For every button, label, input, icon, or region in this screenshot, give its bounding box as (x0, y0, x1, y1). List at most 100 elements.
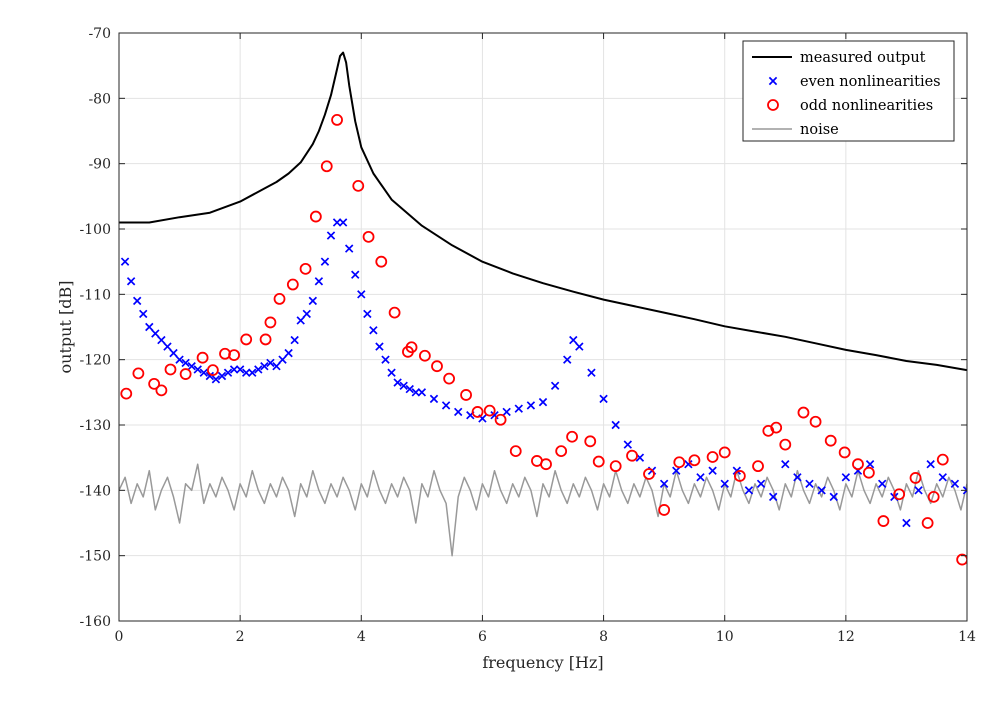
y-tick-label: -70 (88, 26, 111, 42)
even-nonlinearity-marker (254, 365, 263, 374)
even-nonlinearity-marker (229, 365, 239, 374)
even-nonlinearity-marker (684, 459, 693, 469)
even-nonlinearity-marker (375, 342, 384, 351)
even-nonlinearity-marker (411, 388, 421, 397)
even-nonlinearity-marker (829, 492, 838, 502)
even-nonlinearity-marker (914, 486, 923, 495)
odd-nonlinearity-marker (584, 435, 597, 448)
odd-nonlinearity-marker (852, 458, 864, 471)
odd-nonlinearity-marker (673, 456, 686, 469)
odd-nonlinearity-marker (286, 278, 299, 291)
odd-nonlinearity-marker (626, 449, 638, 462)
even-nonlinearity-marker (139, 309, 148, 319)
even-nonlinearity-marker (793, 473, 802, 482)
y-tick-label: -160 (80, 614, 111, 630)
odd-nonlinearity-marker (555, 445, 568, 458)
odd-nonlinearity-marker (483, 404, 496, 417)
odd-nonlinearity-marker (921, 517, 934, 529)
legend-even-x (768, 76, 778, 86)
even-nonlinearity-marker (248, 368, 257, 377)
even-nonlinearity-marker (387, 368, 396, 377)
even-nonlinearity-marker (151, 329, 160, 338)
odd-nonlinearity-marker (331, 113, 343, 126)
even-nonlinearity-marker (672, 466, 681, 475)
odd-nonlinearity-marker (688, 454, 701, 467)
odd-nonlinearity-marker (809, 415, 822, 428)
odd-nonlinearity-marker (120, 387, 133, 400)
odd-nonlinearity-marker (718, 446, 731, 459)
x-tick-label: 6 (478, 629, 487, 645)
even-nonlinearity-marker (490, 410, 499, 420)
odd-nonlinearity-marker (206, 364, 219, 377)
even-nonlinearity-marker (284, 348, 293, 358)
even-nonlinearity-marker (877, 479, 887, 489)
even-nonlinearity-marker (781, 459, 790, 469)
legend-label-measured: measured output (800, 50, 926, 66)
legend: measured output even nonlinearities odd … (742, 40, 955, 142)
even-nonlinearity-marker (708, 466, 717, 475)
even-nonlinearity-marker (611, 420, 620, 430)
even-nonlinearity-marker (272, 361, 281, 371)
even-nonlinearity-marker (157, 335, 166, 345)
even-nonlinearity-marker (720, 479, 729, 489)
even-nonlinearity-marker (351, 270, 360, 279)
even-nonlinearity-marker (926, 459, 935, 469)
even-nonlinearity-marker (575, 342, 584, 351)
odd-nonlinearity-marker (405, 341, 418, 354)
even-nonlinearity-marker (332, 218, 342, 227)
odd-nonlinearity-marker (259, 333, 272, 346)
even-nonlinearity-marker (132, 296, 142, 306)
even-nonlinearity-marker (587, 368, 596, 377)
even-nonlinearity-marker (768, 492, 778, 502)
odd-nonlinearity-marker (909, 472, 922, 484)
odd-nonlinearity-marker (658, 504, 671, 516)
even-nonlinearity-marker (526, 401, 536, 410)
odd-nonlinearity-marker (228, 349, 240, 361)
y-tick-label: -140 (80, 483, 111, 499)
even-nonlinearity-marker (962, 486, 967, 495)
even-nonlinearity-marker (902, 518, 911, 528)
odd-nonlinearity-marker (352, 179, 365, 192)
even-nonlinearity-marker (363, 309, 372, 319)
y-tick-label: -110 (80, 287, 111, 303)
legend-swatch-odd (767, 99, 779, 111)
x-tick-label: 10 (716, 629, 734, 645)
odd-nonlinearity-marker (320, 160, 333, 173)
y-tick-label: -150 (80, 549, 111, 565)
even-nonlinearity-marker (163, 342, 172, 351)
odd-nonlinearity-marker (309, 210, 322, 223)
odd-nonlinearity-marker (893, 488, 906, 501)
odd-nonlinearity-marker (196, 351, 209, 364)
odd-nonlinearity-marker (471, 406, 484, 418)
even-nonlinearity-marker (169, 348, 178, 358)
even-nonlinearity-marker (550, 381, 560, 391)
odd-nonlinearity-marker (388, 306, 401, 319)
even-nonlinearity-marker (296, 316, 305, 325)
even-nonlinearity-marker (217, 371, 227, 381)
even-nonlinearity-marker (399, 381, 408, 391)
even-nonlinearity-marker (841, 473, 851, 482)
even-nonlinearity-marker (938, 473, 947, 482)
even-nonlinearity-marker (599, 394, 608, 404)
even-nonlinearity-marker (453, 407, 463, 417)
x-tick-label: 8 (599, 629, 608, 645)
odd-nonlinearity-marker (566, 430, 578, 443)
even-nonlinearity-marker (241, 368, 251, 377)
even-nonlinearity-marker (302, 309, 311, 319)
even-nonlinearity-marker (266, 358, 275, 368)
odd-nonlinearity-marker (460, 389, 472, 401)
even-nonlinearity-marker (514, 404, 523, 413)
even-nonlinearity-marker (260, 361, 269, 371)
x-axis-label: frequency [Hz] (482, 653, 603, 672)
legend-swatch-even (768, 76, 778, 86)
even-nonlinearity-marker (199, 368, 209, 377)
odd-nonlinearity-marker (838, 446, 851, 459)
even-nonlinearity-marker (193, 365, 202, 374)
odd-nonlinearity-marker (240, 333, 253, 346)
odd-nonlinearity-marker (264, 316, 277, 329)
even-nonlinearity-marker (538, 397, 548, 407)
even-nonlinearity-marker (732, 466, 742, 475)
odd-nonlinearity-marker (132, 367, 145, 380)
even-nonlinearity-marker (326, 231, 336, 240)
even-nonlinearity-marker (344, 244, 354, 253)
